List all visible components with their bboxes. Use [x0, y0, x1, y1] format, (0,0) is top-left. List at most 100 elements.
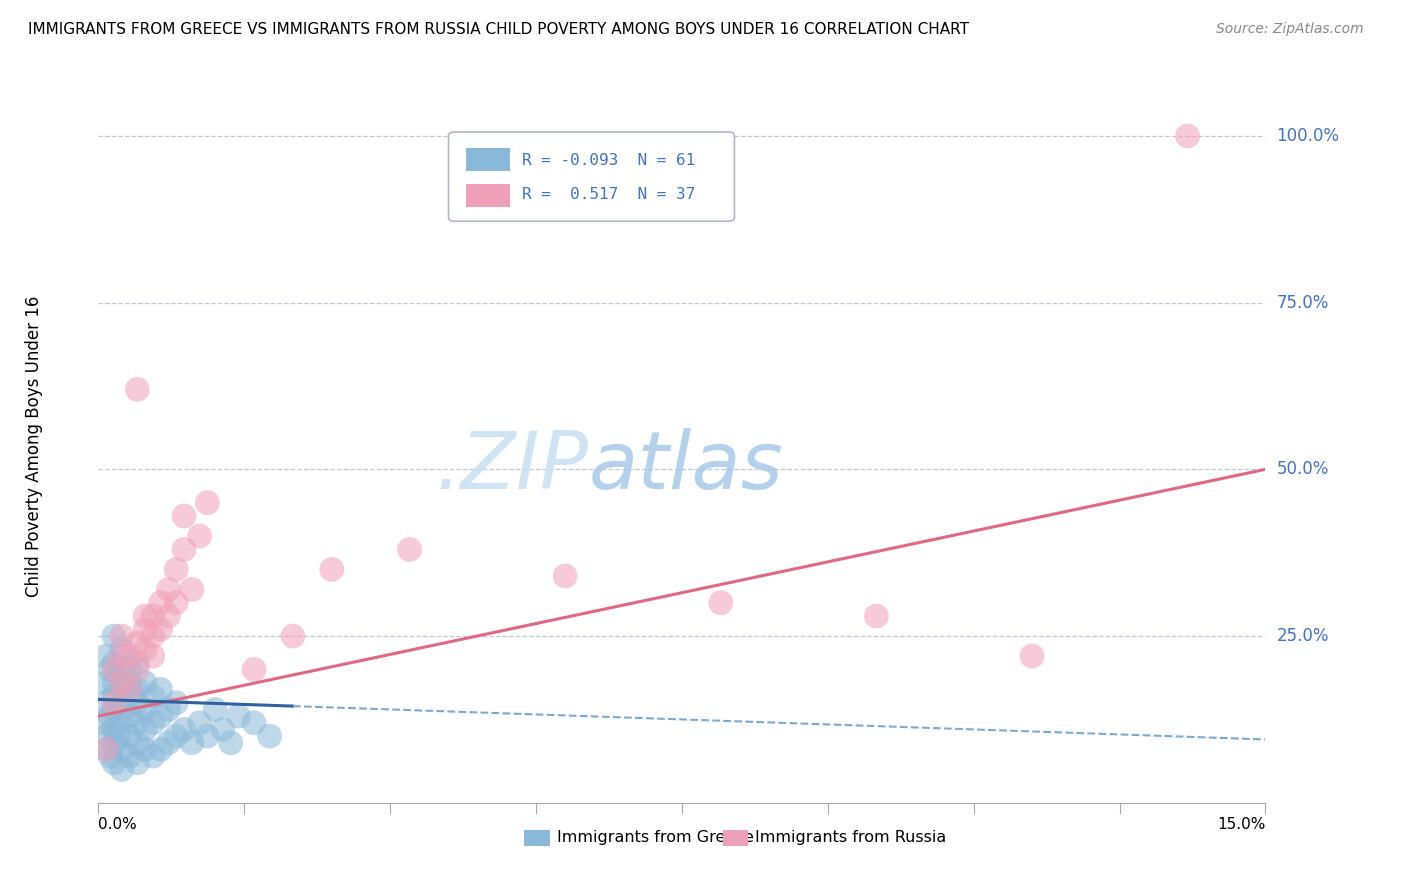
Point	[142, 749, 165, 764]
Point	[103, 736, 125, 750]
Point	[111, 742, 134, 756]
Text: Source: ZipAtlas.com: Source: ZipAtlas.com	[1216, 22, 1364, 37]
Point	[398, 542, 420, 557]
Point	[149, 623, 172, 637]
Point	[107, 729, 129, 743]
Point	[134, 623, 156, 637]
Point	[195, 496, 218, 510]
Text: atlas: atlas	[589, 428, 783, 507]
Point	[1177, 128, 1199, 143]
Text: IMMIGRANTS FROM GREECE VS IMMIGRANTS FROM RUSSIA CHILD POVERTY AMONG BOYS UNDER : IMMIGRANTS FROM GREECE VS IMMIGRANTS FRO…	[28, 22, 969, 37]
Point	[118, 689, 141, 703]
Point	[127, 736, 149, 750]
Point	[165, 729, 187, 743]
Point	[157, 702, 180, 716]
Point	[134, 609, 156, 624]
Text: R = -0.093  N = 61: R = -0.093 N = 61	[522, 153, 696, 168]
FancyBboxPatch shape	[465, 184, 510, 207]
Point	[710, 596, 733, 610]
Point	[165, 596, 187, 610]
Point	[127, 696, 149, 710]
Point	[157, 609, 180, 624]
Point	[103, 629, 125, 643]
Point	[554, 569, 576, 583]
Point	[243, 662, 266, 676]
Point	[127, 715, 149, 730]
Point	[180, 582, 202, 597]
Point	[127, 382, 149, 396]
Point	[865, 609, 887, 624]
Point	[173, 723, 195, 737]
Point	[111, 702, 134, 716]
Point	[188, 715, 211, 730]
Text: Immigrants from Russia: Immigrants from Russia	[755, 830, 946, 846]
Point	[134, 675, 156, 690]
Point	[98, 709, 121, 723]
Point	[111, 642, 134, 657]
Point	[118, 749, 141, 764]
Point	[228, 709, 250, 723]
Point	[165, 562, 187, 576]
Point	[103, 723, 125, 737]
Text: 75.0%: 75.0%	[1277, 293, 1329, 311]
Point	[111, 682, 134, 697]
Point	[118, 675, 141, 690]
Point	[142, 649, 165, 664]
Point	[118, 662, 141, 676]
Point	[188, 529, 211, 543]
Point	[103, 756, 125, 770]
Point	[173, 542, 195, 557]
Point	[134, 742, 156, 756]
Point	[173, 509, 195, 524]
Point	[111, 649, 134, 664]
Point	[204, 702, 226, 716]
Point	[149, 742, 172, 756]
Point	[142, 715, 165, 730]
Point	[165, 696, 187, 710]
Point	[281, 629, 304, 643]
FancyBboxPatch shape	[723, 830, 748, 846]
Point	[127, 662, 149, 676]
Text: 50.0%: 50.0%	[1277, 460, 1329, 478]
Text: R =  0.517  N = 37: R = 0.517 N = 37	[522, 186, 696, 202]
Point	[149, 596, 172, 610]
Point	[157, 736, 180, 750]
Point	[127, 682, 149, 697]
Point	[111, 715, 134, 730]
Point	[111, 629, 134, 643]
Point	[103, 662, 125, 676]
Point	[157, 582, 180, 597]
Text: 100.0%: 100.0%	[1277, 127, 1340, 145]
Point	[118, 729, 141, 743]
Point	[103, 702, 125, 716]
Point	[111, 662, 134, 676]
Point	[149, 682, 172, 697]
Point	[111, 763, 134, 777]
Point	[134, 702, 156, 716]
Point	[142, 629, 165, 643]
Point	[142, 609, 165, 624]
Point	[118, 649, 141, 664]
Point	[180, 736, 202, 750]
Point	[91, 715, 114, 730]
Point	[111, 675, 134, 690]
Text: 25.0%: 25.0%	[1277, 627, 1329, 645]
Text: .ZIP: .ZIP	[436, 428, 589, 507]
Point	[103, 696, 125, 710]
Point	[321, 562, 343, 576]
Point	[98, 662, 121, 676]
Point	[142, 689, 165, 703]
Point	[134, 642, 156, 657]
Point	[118, 682, 141, 697]
Point	[98, 749, 121, 764]
Point	[103, 656, 125, 670]
Text: Immigrants from Greece: Immigrants from Greece	[557, 830, 754, 846]
Point	[127, 756, 149, 770]
Point	[127, 656, 149, 670]
Point	[96, 729, 118, 743]
Point	[195, 729, 218, 743]
FancyBboxPatch shape	[449, 132, 734, 221]
Point	[96, 742, 118, 756]
Point	[127, 636, 149, 650]
Text: 15.0%: 15.0%	[1218, 817, 1265, 832]
